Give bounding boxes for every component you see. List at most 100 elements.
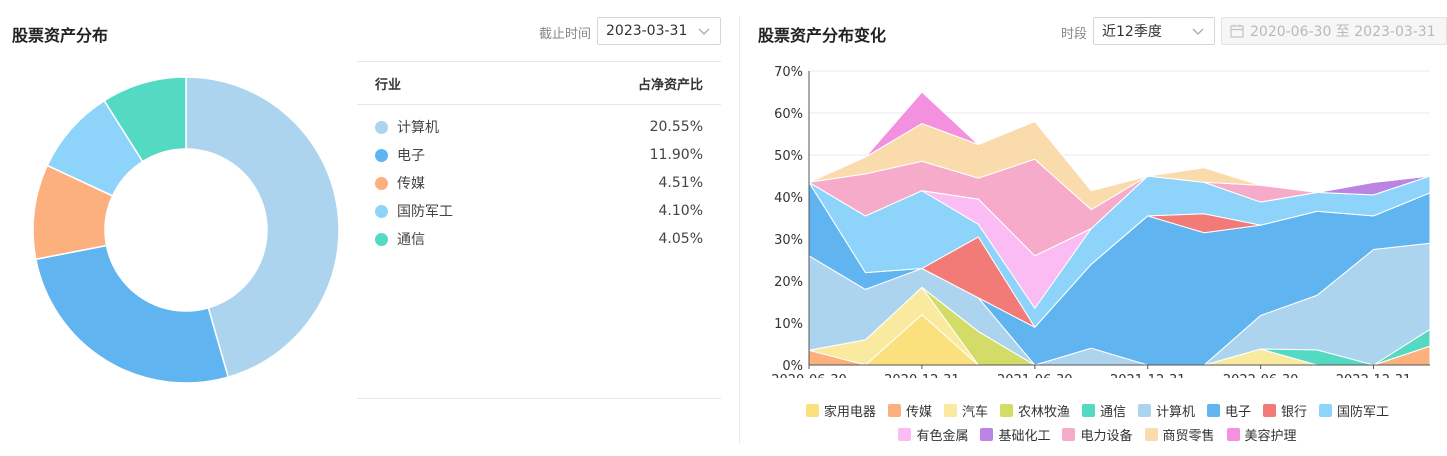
table-body: 计算机 20.55% 电子 11.90% 传媒 4.51% 国防军工 4.10% 通信 4.05% [357, 113, 721, 253]
legend-swatch [1319, 403, 1333, 417]
x-tick-label: 2020-12-31 [884, 373, 960, 378]
legend-item[interactable]: 国防军工 [1319, 401, 1389, 420]
table-row: 计算机 20.55% [357, 113, 721, 141]
cutoff-date-value: 2023-03-31 [606, 23, 688, 39]
industry-ratio: 20.55% [649, 119, 703, 135]
stacked-area-chart: 0% 10% 20% 30% 40% 50% 60% 70% 2020-06-30 2020-12… [771, 65, 1431, 378]
donut-chart [32, 76, 340, 384]
right-panel-title: 股票资产分布变化 [758, 26, 887, 45]
legend-item[interactable]: 电子 [1207, 401, 1251, 420]
legend-dot [375, 176, 388, 190]
row-label-group: 电子 [375, 145, 425, 165]
legend-swatch [898, 427, 912, 441]
x-tick-label: 2021-12-31 [1110, 373, 1186, 378]
row-label-group: 通信 [375, 229, 425, 249]
col-ratio-header: 占净资产比 [637, 77, 703, 93]
legend-item[interactable]: 农林牧渔 [999, 401, 1070, 420]
chart-legend: 家用电器 传媒 汽车 农林牧渔 通信 计算机 电子 银行 国防军工有色金属 基础化工 电力设备 商贸零… [748, 398, 1447, 446]
donut-slice[interactable] [185, 76, 340, 379]
chevron-down-icon [1192, 28, 1204, 35]
col-industry-header: 行业 [375, 77, 402, 93]
chevron-down-icon [698, 28, 710, 35]
legend-label: 汽车 [961, 404, 988, 420]
y-tick-label: 10% [774, 317, 803, 332]
legend-item[interactable]: 商贸零售 [1144, 425, 1215, 444]
y-tick-label: 50% [774, 149, 803, 164]
legend-label: 传媒 [905, 404, 932, 420]
period-select[interactable]: 近12季度 [1093, 17, 1215, 45]
donut-slice[interactable] [34, 244, 230, 384]
industry-name: 通信 [397, 232, 425, 248]
industry-name: 国防军工 [397, 204, 453, 220]
industry-ratio: 4.10% [658, 203, 703, 219]
x-tick-label: 2020-06-30 [771, 373, 847, 378]
legend-label: 电力设备 [1080, 428, 1133, 444]
legend-label: 商贸零售 [1162, 428, 1215, 444]
legend-label: 国防军工 [1337, 404, 1390, 420]
legend-item[interactable]: 汽车 [943, 401, 988, 420]
legend-label: 银行 [1281, 404, 1308, 420]
legend-label: 计算机 [1156, 404, 1196, 420]
legend-dot [375, 148, 388, 162]
panel-divider [739, 16, 740, 444]
cutoff-date-select[interactable]: 2023-03-31 [597, 17, 721, 45]
y-tick-label: 40% [774, 191, 803, 206]
row-label-group: 计算机 [375, 117, 439, 137]
industry-name: 计算机 [397, 120, 439, 136]
row-label-group: 国防军工 [375, 201, 453, 221]
table-row: 传媒 4.51% [357, 169, 721, 197]
legend-dot [375, 232, 388, 246]
left-panel-title: 股票资产分布 [12, 26, 109, 45]
legend-item[interactable]: 美容护理 [1226, 425, 1297, 444]
legend-item[interactable]: 通信 [1081, 401, 1126, 420]
legend-swatch [1138, 403, 1151, 417]
legend-item[interactable]: 银行 [1263, 401, 1307, 420]
date-range-picker[interactable]: 2020-06-30 至 2023-03-31 [1221, 17, 1447, 45]
industry-table: 行业 占净资产比 计算机 20.55% 电子 11.90% 传媒 4.51% 国防军工 4.1… [357, 61, 721, 253]
legend-label: 基础化工 [998, 428, 1051, 444]
legend-dot [375, 204, 388, 218]
legend-item[interactable]: 有色金属 [898, 425, 968, 444]
industry-name: 传媒 [397, 176, 425, 192]
y-tick-label: 0% [782, 359, 803, 374]
legend-swatch [1062, 427, 1076, 441]
donut-slice[interactable] [103, 76, 187, 163]
area-series[interactable] [808, 91, 1431, 193]
legend-row: 有色金属 基础化工 电力设备 商贸零售 美容护理 [748, 422, 1447, 446]
legend-swatch [1081, 403, 1095, 417]
legend-swatch [1207, 403, 1221, 417]
legend-swatch [887, 403, 901, 417]
table-header: 行业 占净资产比 [357, 61, 721, 105]
calendar-icon [1230, 24, 1244, 38]
legend-item[interactable]: 传媒 [887, 401, 932, 420]
legend-label: 农林牧渔 [1017, 404, 1070, 420]
date-range-text: 2020-06-30 至 2023-03-31 [1250, 24, 1436, 40]
row-label-group: 传媒 [375, 173, 425, 193]
table-row: 国防军工 4.10% [357, 197, 721, 225]
legend-item[interactable]: 电力设备 [1062, 425, 1133, 444]
legend-item[interactable]: 计算机 [1138, 401, 1195, 420]
industry-ratio: 11.90% [649, 147, 703, 163]
x-tick-label: 2022-06-30 [1223, 373, 1299, 378]
legend-dot [375, 120, 388, 134]
table-row: 电子 11.90% [357, 141, 721, 169]
period-label: 时段 [1061, 27, 1088, 42]
legend-label: 通信 [1099, 404, 1126, 420]
y-tick-label: 30% [774, 233, 803, 248]
x-tick-label: 2022-12-31 [1336, 373, 1412, 378]
table-bottom-divider [357, 398, 721, 399]
y-tick-label: 20% [774, 275, 803, 290]
legend-swatch [1226, 427, 1240, 441]
y-tick-label: 70% [774, 65, 803, 80]
legend-label: 电子 [1225, 404, 1252, 420]
legend-item[interactable]: 基础化工 [980, 425, 1050, 444]
legend-label: 有色金属 [916, 428, 969, 444]
legend-swatch [999, 403, 1013, 417]
period-value: 近12季度 [1102, 24, 1162, 40]
y-tick-label: 60% [774, 107, 803, 122]
legend-item[interactable]: 家用电器 [805, 401, 876, 420]
legend-swatch [1144, 427, 1158, 441]
table-row: 通信 4.05% [357, 225, 721, 253]
industry-ratio: 4.05% [658, 231, 703, 247]
industry-ratio: 4.51% [658, 175, 703, 191]
